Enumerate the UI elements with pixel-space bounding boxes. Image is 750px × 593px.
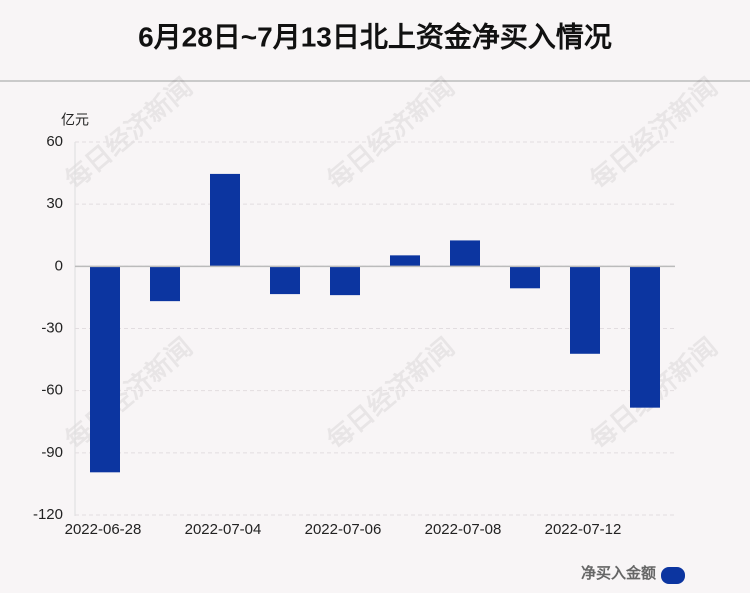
bar bbox=[150, 266, 180, 302]
bar bbox=[630, 266, 660, 408]
y-tick-label: 30 bbox=[46, 195, 63, 212]
y-tick-label: 60 bbox=[46, 133, 63, 150]
x-tick-label: 2022-06-28 bbox=[65, 521, 142, 538]
y-tick-label: -30 bbox=[41, 319, 63, 336]
x-tick-label: 2022-07-12 bbox=[545, 521, 622, 538]
bar bbox=[90, 266, 120, 473]
legend-label: 净买入金额 bbox=[581, 564, 656, 582]
y-tick-label: -90 bbox=[41, 444, 63, 461]
x-tick-label: 2022-07-06 bbox=[305, 521, 382, 538]
bar bbox=[210, 173, 240, 267]
y-tick-label: 0 bbox=[55, 257, 63, 274]
bar bbox=[450, 240, 480, 267]
bar bbox=[330, 266, 360, 296]
y-tick-label: -60 bbox=[41, 382, 63, 399]
bar bbox=[390, 255, 420, 267]
y-tick-label: -120 bbox=[33, 506, 63, 523]
bar bbox=[270, 266, 300, 295]
x-tick-label: 2022-07-04 bbox=[185, 521, 262, 538]
y-axis-label: 亿元 bbox=[61, 112, 89, 128]
legend-swatch bbox=[661, 567, 685, 584]
bar bbox=[570, 266, 600, 354]
x-tick-label: 2022-07-08 bbox=[425, 521, 502, 538]
bar bbox=[510, 266, 540, 289]
chart-title: 6月28日~7月13日北上资金净买入情况 bbox=[138, 20, 612, 52]
